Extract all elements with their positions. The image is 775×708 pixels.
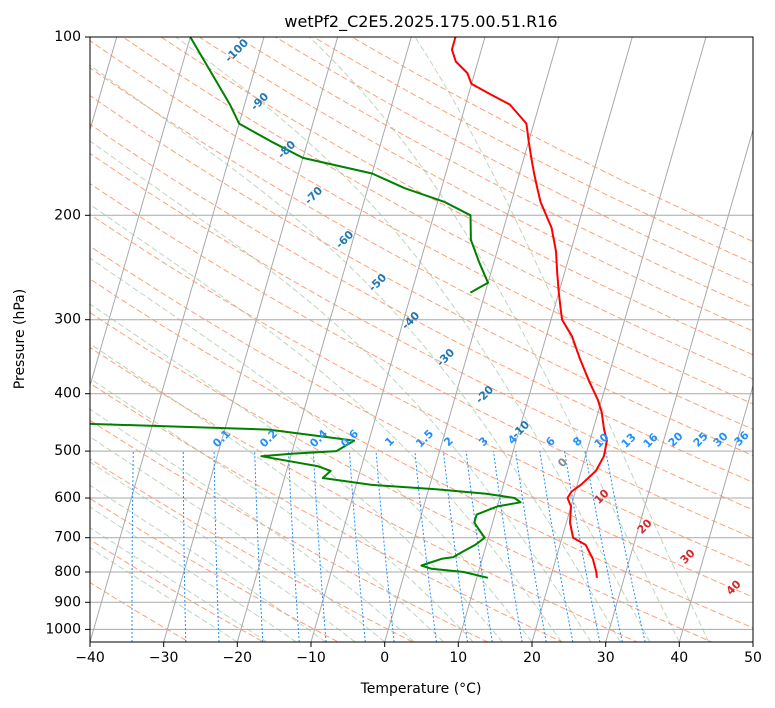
mixing-ratio-line	[348, 451, 366, 642]
y-tick-label: 600	[54, 490, 81, 506]
moist-adiabat-line	[90, 303, 503, 642]
moist-adiabat-line	[90, 436, 386, 642]
y-tick-label: 100	[54, 29, 81, 45]
dry-adiabat-line	[160, 37, 753, 356]
dry-adiabat-line	[90, 182, 753, 539]
x-axis-label: Temperature (°C)	[360, 681, 482, 697]
x-tick-label: −20	[223, 650, 253, 666]
y-tick-label: 1000	[45, 621, 81, 637]
isotherm-line	[236, 37, 412, 642]
moist-adiabat-line	[90, 377, 444, 642]
background-lines	[82, 37, 753, 642]
axis-ticks: −40 −30 −20 −10 0 10 20 30 40 50 1000 900 800 700 600 5…	[45, 29, 762, 666]
x-tick-label: −30	[149, 650, 179, 666]
mixing-ratio-line	[375, 451, 395, 642]
isotherm-line	[605, 128, 753, 642]
series-layer	[90, 37, 608, 579]
moist-adiabat-line	[90, 506, 297, 642]
dry-adiabat-line	[90, 581, 190, 642]
y-tick-label: 300	[54, 312, 81, 328]
dry-adiabat-line	[90, 419, 489, 642]
mixing-ratio-line	[465, 451, 493, 642]
isotherm-line	[90, 37, 191, 388]
mixing-ratio-line	[493, 451, 523, 642]
dry-adiabat-line	[90, 123, 753, 483]
plot-background	[90, 37, 753, 642]
chart-title: wetPf2_C2E5.2025.175.00.51.R16	[284, 12, 557, 32]
mixing-ratio-line	[414, 451, 437, 642]
mixing-ratio-line	[82, 451, 87, 642]
dewpoint-profile-line	[189, 37, 489, 294]
isotherm-line	[457, 37, 633, 642]
x-tick-label: 30	[597, 650, 615, 666]
dry-adiabat-line	[90, 278, 753, 629]
mixing-ratio-line	[539, 451, 574, 642]
y-tick-label: 400	[54, 386, 81, 402]
moist-adiabat-line	[308, 37, 680, 642]
x-tick-label: 40	[670, 650, 688, 666]
x-tick-label: −10	[296, 650, 326, 666]
dry-adiabat-line	[90, 312, 713, 642]
isotherm-line	[384, 37, 560, 642]
dry-adiabat-line	[90, 497, 340, 642]
dry-adiabat-line	[274, 37, 753, 286]
y-tick-label: 800	[54, 564, 81, 580]
x-tick-label: 10	[449, 650, 467, 666]
moist-adiabat-line	[90, 343, 474, 642]
temperature-profile-line	[450, 37, 608, 578]
dry-adiabat-line	[90, 346, 639, 642]
y-tick-label: 500	[54, 443, 81, 459]
y-tick-label: 900	[54, 594, 81, 610]
x-tick-label: −40	[75, 650, 105, 666]
isotherm-line	[752, 640, 753, 642]
mixing-ratio-line	[442, 451, 468, 642]
isotherm-line	[310, 37, 486, 642]
x-tick-label: 50	[744, 650, 762, 666]
mixing-ratio-line	[564, 451, 601, 642]
y-tick-label: 700	[54, 530, 81, 546]
x-tick-label: 0	[380, 650, 389, 666]
mixing-ratio-line	[605, 451, 646, 642]
isotherm-line	[90, 37, 265, 642]
moist-adiabat-line	[414, 37, 710, 642]
x-tick-label: 20	[523, 650, 541, 666]
isotherm-line	[678, 383, 753, 642]
y-axis-label: Pressure (hPa)	[12, 289, 28, 389]
moist-adiabat-line	[90, 408, 415, 642]
moist-adiabat-line	[175, 37, 651, 642]
isotherm-line	[531, 37, 707, 642]
dry-adiabat-line	[90, 382, 564, 642]
dry-adiabat-line	[198, 37, 753, 332]
moist-adiabat-line	[90, 484, 326, 642]
isotherm-line	[163, 37, 339, 642]
moist-adiabat-line	[90, 140, 592, 642]
moist-adiabat-line	[90, 64, 621, 642]
dry-adiabat-line	[90, 67, 753, 430]
dewpoint-profile-line	[90, 422, 522, 579]
dry-adiabat-line	[90, 40, 753, 405]
mixing-ratio-line	[584, 451, 623, 642]
y-tick-label: 200	[54, 207, 81, 223]
plot-frame	[89, 36, 754, 643]
moist-adiabat-line	[90, 527, 268, 642]
mixing-ratio-line	[515, 451, 547, 642]
dry-adiabat-line	[90, 458, 415, 642]
